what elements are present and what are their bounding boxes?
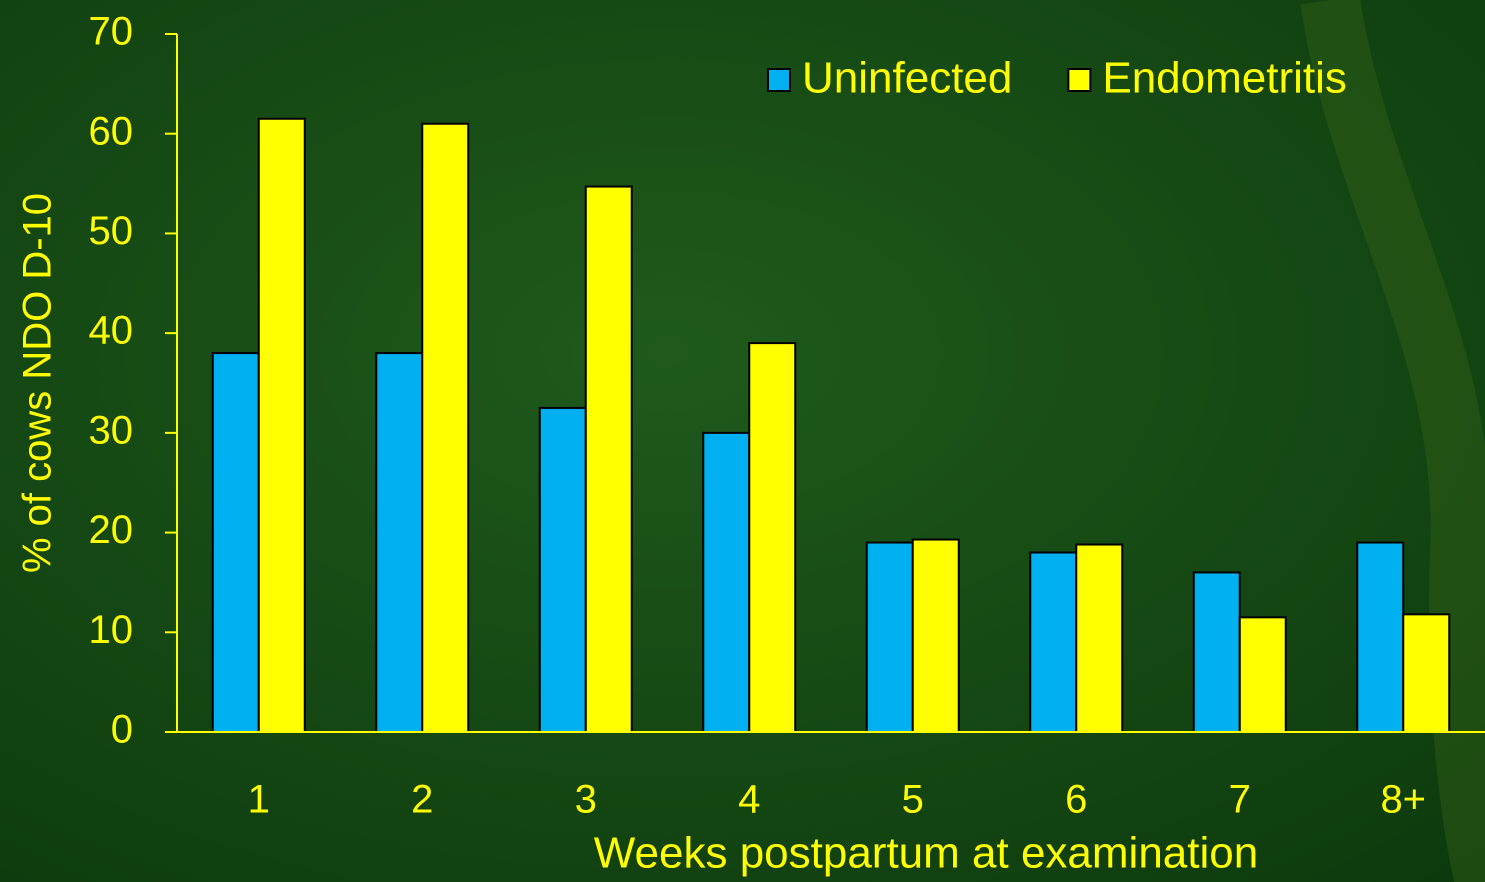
- bar: [748, 342, 797, 733]
- decoration: [1300, 0, 1485, 882]
- legend-swatch: [1067, 68, 1092, 92]
- bar: [1192, 571, 1241, 734]
- x-tick-label: 2: [411, 778, 433, 822]
- bar: [375, 352, 424, 733]
- y-tick-label: 40: [89, 309, 134, 353]
- bar: [911, 538, 960, 734]
- legend-swatch: [767, 68, 791, 92]
- bar: [257, 117, 306, 733]
- x-tick-label: 3: [575, 778, 597, 822]
- x-tick-label: 1: [248, 778, 270, 822]
- bar: [1029, 551, 1078, 733]
- bar: [584, 185, 633, 733]
- y-tick-label: 20: [89, 508, 134, 552]
- bar: [421, 122, 470, 733]
- x-tick-label: 8+: [1380, 778, 1426, 822]
- x-tick-label: 7: [1229, 778, 1251, 822]
- bar: [1238, 616, 1287, 733]
- legend-label: Uninfected: [802, 54, 1012, 103]
- legend-label: Endometritis: [1102, 54, 1347, 103]
- y-tick-label: 30: [89, 408, 134, 452]
- bar: [702, 431, 751, 733]
- y-tick-label: 0: [111, 708, 133, 752]
- y-tick-label: 10: [89, 608, 134, 652]
- x-tick-label: 6: [1065, 778, 1087, 822]
- x-tick-label: 5: [902, 778, 924, 822]
- bar: [1075, 543, 1124, 734]
- bar: [1356, 541, 1405, 733]
- bar: [865, 541, 914, 733]
- y-axis-title: % of cows NDO D-10: [16, 193, 60, 573]
- bar: [538, 406, 587, 733]
- x-axis-title: Weeks postpartum at examination: [594, 829, 1258, 878]
- x-tick-label: 4: [738, 778, 760, 822]
- y-tick-label: 50: [89, 209, 134, 253]
- y-tick-label: 60: [89, 109, 134, 153]
- y-tick-label: 70: [89, 10, 134, 54]
- bar: [1402, 613, 1451, 734]
- bar: [211, 352, 260, 733]
